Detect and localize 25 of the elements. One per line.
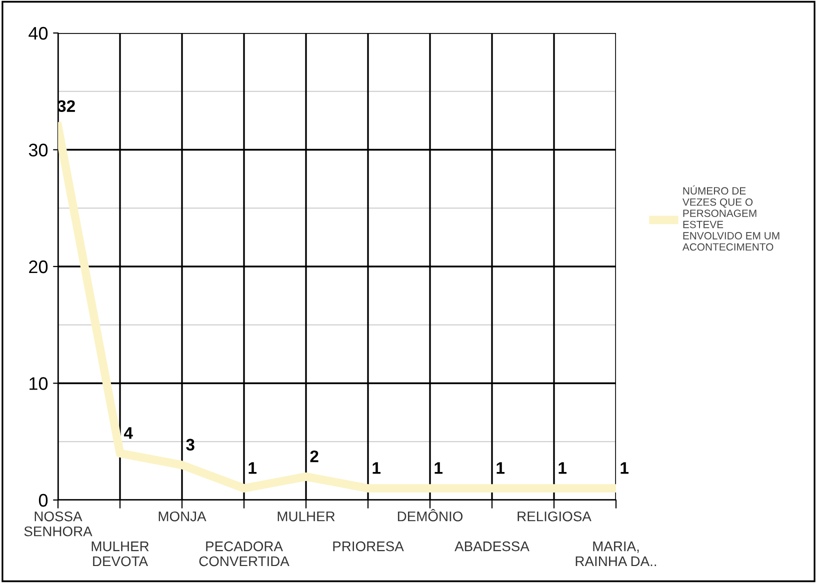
x-tick-label: MONJA <box>158 511 206 522</box>
y-tick-label: 10 <box>30 377 48 390</box>
data-label: 1 <box>496 462 505 474</box>
x-tick-label: DEMÔNIO <box>398 509 463 522</box>
data-label: 1 <box>372 462 381 474</box>
x-tick-label: MULHER DEVOTA <box>92 542 149 566</box>
data-label: 1 <box>558 462 567 474</box>
x-tick-label: NOSSA SENHORA <box>24 511 92 536</box>
x-tick-label: MARIA, RAINHA DA.. <box>576 542 656 566</box>
legend-label: NÚMERO DE VEZES QUE O PERSONAGEM ESTEVE ENVOLVIDO EM UM ACONTECIMENTO <box>682 185 780 251</box>
x-tick-label: RELIGIOSA <box>518 511 592 522</box>
y-tick-label: 0 <box>38 494 48 507</box>
x-tick-label: MULHER <box>278 512 335 522</box>
data-label: 2 <box>310 450 318 462</box>
y-tick-label: 40 <box>28 26 48 40</box>
y-tick-label: 20 <box>29 260 48 274</box>
data-label: 1 <box>620 462 629 474</box>
x-tick-label: PECADORA CONVERTIDA <box>199 541 290 566</box>
data-label: 1 <box>248 462 257 474</box>
data-label: 3 <box>186 438 194 451</box>
y-tick-label: 30 <box>28 144 48 156</box>
x-tick-label: ABADESSA <box>454 541 530 552</box>
x-tick-label: PRIORESA <box>333 541 404 552</box>
data-label: 4 <box>124 427 133 439</box>
data-label: 1 <box>434 462 443 474</box>
